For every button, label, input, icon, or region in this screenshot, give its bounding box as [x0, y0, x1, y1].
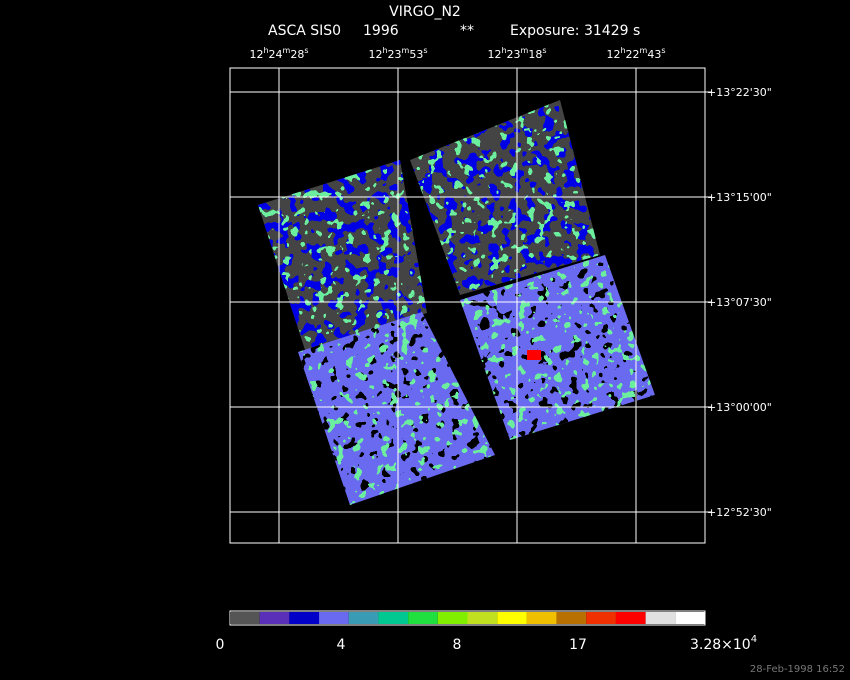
ra-value: 53 — [409, 48, 423, 61]
marker: ** — [460, 23, 474, 39]
ra-unit: m — [402, 46, 410, 55]
colorbar-swatch — [259, 612, 290, 624]
instrument: ASCA SIS0 — [268, 23, 341, 39]
colorbar-swatch — [230, 612, 260, 624]
colorbar-label: 0 — [216, 637, 225, 653]
ra-value: 12 — [487, 48, 501, 61]
max-exponent: 4 — [751, 634, 757, 645]
ra-label: 12h23m53s — [368, 46, 427, 61]
max-mantissa: 3.28×10 — [690, 637, 751, 653]
ra-unit: m — [521, 46, 529, 55]
colorbar-swatch — [378, 612, 409, 624]
ra-unit: m — [640, 46, 648, 55]
ra-unit: s — [661, 46, 665, 55]
dec-label: +13°07'30" — [707, 296, 772, 309]
ra-unit: s — [423, 46, 427, 55]
colorbar-swatch — [615, 612, 646, 624]
year: 1996 — [363, 23, 399, 39]
colorbar-label: 8 — [453, 637, 462, 653]
ra-value: 18 — [528, 48, 542, 61]
ra-value: 43 — [647, 48, 661, 61]
ra-label: 12h23m18s — [487, 46, 546, 61]
title: VIRGO_N2 — [389, 4, 461, 20]
dec-label: +13°22'30" — [707, 86, 772, 99]
chip-bottom-right — [460, 255, 655, 440]
colorbar-swatch — [289, 612, 320, 624]
colorbar-swatch — [556, 612, 587, 624]
dec-label: +13°00'00" — [707, 401, 772, 414]
colorbar-swatch — [319, 612, 349, 624]
ra-unit: s — [304, 46, 308, 55]
ra-value: 22 — [626, 48, 640, 61]
ra-value: 12 — [606, 48, 620, 61]
ra-unit: s — [542, 46, 546, 55]
timestamp: 28-Feb-1998 16:52 — [750, 664, 845, 675]
colorbar-swatch — [497, 612, 527, 624]
colorbar-swatch — [645, 612, 676, 624]
ra-label: 12h24m28s — [249, 46, 308, 61]
coordinate-grid — [229, 67, 712, 544]
colorbar-swatch — [408, 612, 438, 624]
colorbar-swatch — [586, 612, 616, 624]
ra-value: 24 — [269, 48, 283, 61]
ra-value: 28 — [290, 48, 304, 61]
colorbar-swatch — [526, 612, 557, 624]
ra-label: 12h22m43s — [606, 46, 665, 61]
ra-unit: h — [382, 46, 387, 55]
colorbar-swatch — [348, 612, 379, 624]
dec-label: +12°52'30" — [707, 506, 772, 519]
dec-label: +13°15'00" — [707, 191, 772, 204]
ra-unit: h — [620, 46, 625, 55]
exposure: Exposure: 31429 s — [510, 23, 640, 39]
colorbar-max-label: 3.28×104 — [690, 634, 757, 653]
ra-value: 12 — [368, 48, 382, 61]
colorbar-label: 4 — [337, 637, 346, 653]
ra-value: 23 — [388, 48, 402, 61]
ra-value: 12 — [249, 48, 263, 61]
plot-frame — [229, 67, 706, 544]
colorbar-swatch — [467, 612, 498, 624]
ra-unit: h — [263, 46, 268, 55]
ra-value: 23 — [507, 48, 521, 61]
colorbar-swatch — [675, 612, 705, 624]
ra-unit: h — [501, 46, 506, 55]
chip-bottom-left — [298, 312, 495, 505]
ra-unit: m — [283, 46, 291, 55]
colorbar-label: 17 — [569, 637, 587, 653]
colorbar-swatch — [437, 612, 468, 624]
